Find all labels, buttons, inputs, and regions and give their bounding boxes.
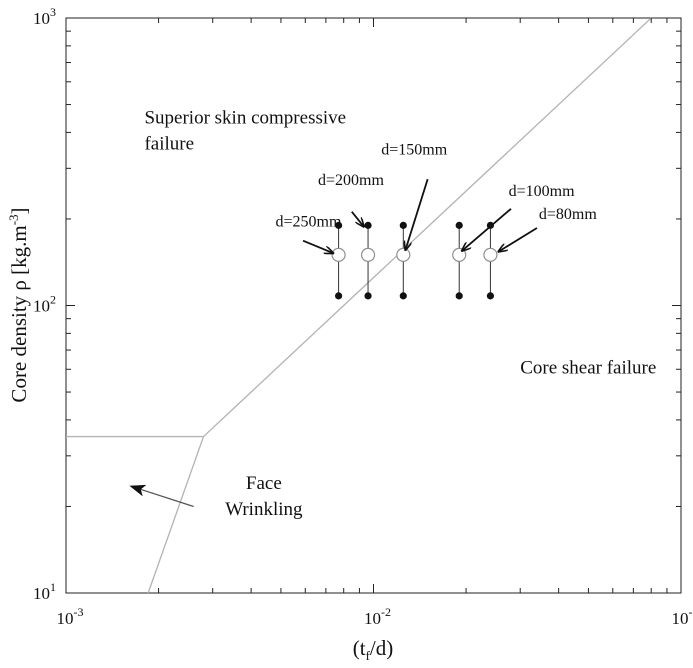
mid-point-open <box>396 247 411 262</box>
region-label-line: Core shear failure <box>520 358 656 379</box>
upper-point <box>455 221 463 229</box>
region-labels: Superior skin compressive failure Core she… <box>144 107 656 520</box>
label-arrow <box>462 208 512 251</box>
tick-label: 10-1 <box>672 605 693 628</box>
series-d=80mm: d=80mm <box>483 206 597 300</box>
tick-label: 10-3 <box>57 605 84 628</box>
upper-point <box>399 221 407 229</box>
mid-point-open <box>360 247 376 262</box>
tick-label: 101 <box>33 580 56 603</box>
mid-point-open <box>483 247 498 262</box>
boundary-line-wrinkling-core <box>147 436 205 594</box>
lower-point <box>455 292 463 300</box>
lower-point <box>334 292 343 300</box>
lower-point <box>399 292 407 300</box>
x-axis-label: (tf/d) <box>353 636 394 663</box>
region-label-line: Face <box>246 473 282 494</box>
y-axis-label: Core density ρ [kg.m-3] <box>6 207 31 402</box>
data-label: d=150mm <box>381 142 447 159</box>
region-label-line: Superior skin compressive <box>144 107 346 128</box>
plot-area <box>65 17 682 594</box>
data-series: d=250mm d=200mm d=150mm d=100mm d=80mm <box>275 142 597 300</box>
data-label: d=100mm <box>509 183 575 200</box>
label-arrow <box>499 227 538 252</box>
label-arrow <box>302 239 333 253</box>
upper-point <box>334 221 343 229</box>
region-label: Core shear failure <box>520 358 656 379</box>
region-label-line: failure <box>144 133 194 154</box>
upper-point <box>364 221 372 229</box>
data-label: d=80mm <box>539 206 597 223</box>
lower-point <box>364 292 372 300</box>
boundary-line-skin-core-shear <box>203 17 652 438</box>
region-label: Superior skin compressive failure <box>144 107 346 154</box>
annotation-arrows <box>129 178 538 508</box>
label-arrow <box>351 211 364 227</box>
data-label: d=250mm <box>275 214 341 231</box>
data-label: d=200mm <box>318 172 384 189</box>
tick-label: 103 <box>33 5 56 28</box>
region-label: Face Wrinkling <box>225 473 303 520</box>
region-label-line: Wrinkling <box>225 499 303 520</box>
failure-boundaries <box>66 17 652 594</box>
face-wrinkling-arrow <box>129 484 194 508</box>
series-d=250mm: d=250mm <box>275 214 346 300</box>
axis-ticks: 10-3 10-2 10-1 101 102 103 <box>33 5 693 628</box>
tick-label: 10-2 <box>364 605 391 628</box>
series-d=100mm: d=100mm <box>452 183 575 300</box>
series-d=200mm: d=200mm <box>318 172 384 300</box>
lower-point <box>486 292 495 300</box>
mid-point-open <box>331 247 346 262</box>
tick-label: 102 <box>33 293 56 316</box>
label-arrow <box>405 178 429 250</box>
